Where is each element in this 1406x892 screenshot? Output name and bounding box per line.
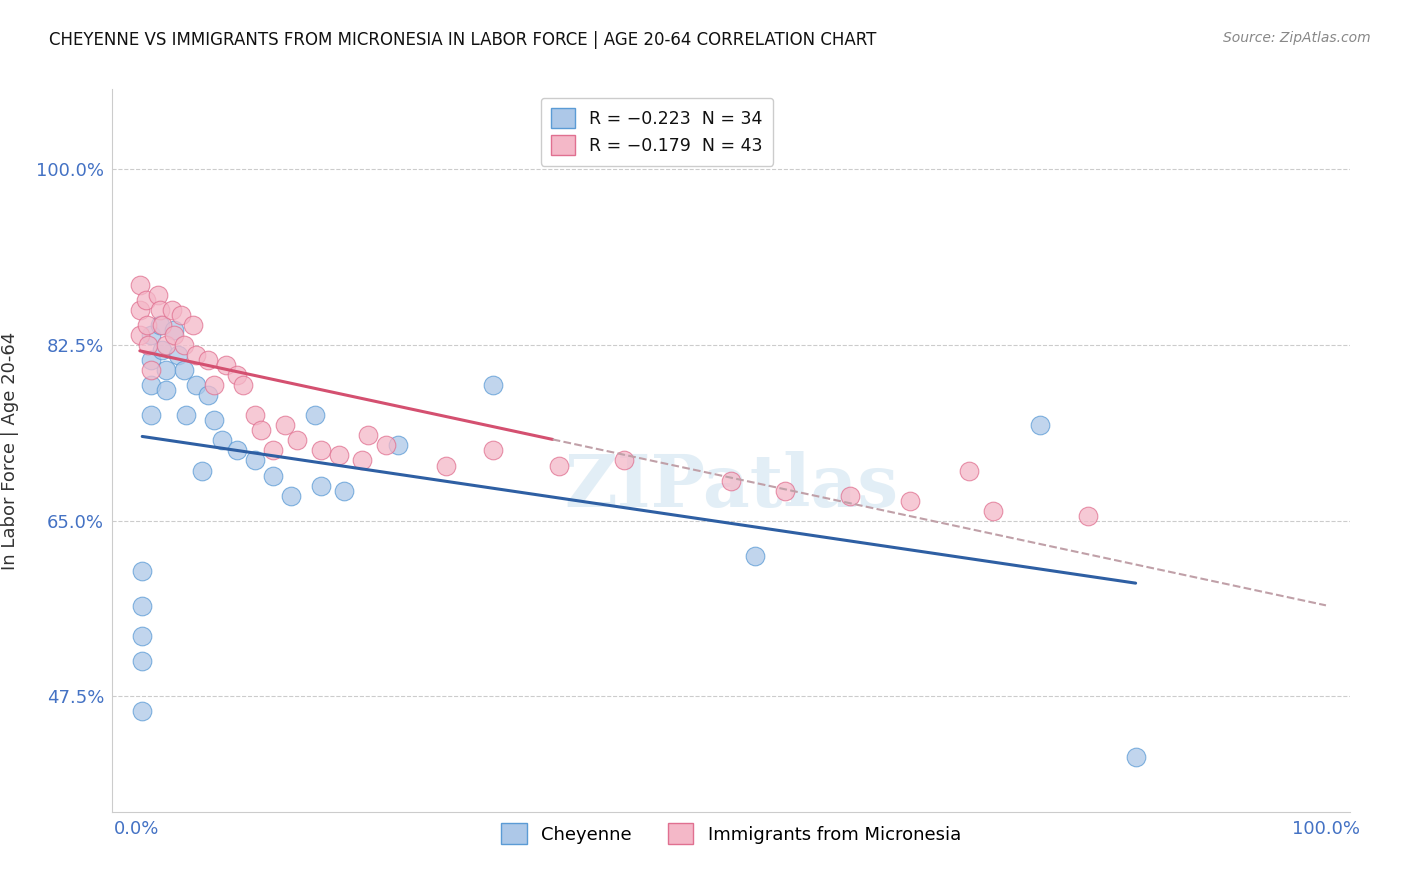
- Point: [131, 564, 153, 578]
- Point: [131, 654, 153, 668]
- Point: [262, 468, 284, 483]
- Point: [128, 277, 150, 292]
- Point: [232, 378, 254, 392]
- Y-axis label: In Labor Force | Age 20-64: In Labor Force | Age 20-64: [1, 331, 20, 570]
- Point: [139, 328, 162, 343]
- Point: [173, 338, 195, 352]
- Point: [328, 449, 350, 463]
- Point: [773, 483, 796, 498]
- Text: CHEYENNE VS IMMIGRANTS FROM MICRONESIA IN LABOR FORCE | AGE 20-64 CORRELATION CH: CHEYENNE VS IMMIGRANTS FROM MICRONESIA I…: [49, 31, 876, 49]
- Legend: Cheyenne, Immigrants from Micronesia: Cheyenne, Immigrants from Micronesia: [492, 814, 970, 854]
- Point: [226, 368, 249, 383]
- Point: [250, 424, 273, 438]
- Point: [139, 378, 162, 392]
- Point: [197, 353, 219, 368]
- Point: [274, 418, 297, 433]
- Point: [1077, 508, 1099, 523]
- Point: [139, 353, 162, 368]
- Point: [214, 358, 236, 372]
- Point: [135, 293, 157, 307]
- Point: [285, 434, 308, 448]
- Point: [613, 453, 636, 467]
- Point: [149, 303, 172, 318]
- Point: [304, 409, 326, 423]
- Point: [482, 443, 505, 458]
- Text: Source: ZipAtlas.com: Source: ZipAtlas.com: [1223, 31, 1371, 45]
- Point: [211, 434, 233, 448]
- Point: [720, 474, 742, 488]
- Point: [155, 384, 177, 398]
- Point: [357, 428, 380, 442]
- Point: [128, 328, 150, 343]
- Point: [981, 503, 1004, 517]
- Point: [155, 363, 177, 377]
- Point: [174, 409, 197, 423]
- Point: [155, 338, 177, 352]
- Point: [136, 318, 159, 332]
- Point: [309, 443, 332, 458]
- Point: [197, 388, 219, 402]
- Point: [146, 288, 169, 302]
- Point: [152, 318, 174, 332]
- Text: ZIPatlas: ZIPatlas: [564, 451, 898, 522]
- Point: [202, 378, 225, 392]
- Point: [375, 438, 398, 452]
- Point: [387, 438, 409, 452]
- Point: [190, 464, 212, 478]
- Point: [139, 363, 162, 377]
- Point: [128, 303, 150, 318]
- Point: [163, 328, 186, 343]
- Point: [173, 363, 195, 377]
- Point: [226, 443, 249, 458]
- Point: [136, 338, 159, 352]
- Point: [898, 493, 921, 508]
- Point: [547, 458, 569, 473]
- Point: [744, 549, 766, 563]
- Point: [202, 413, 225, 427]
- Point: [163, 323, 186, 337]
- Point: [245, 453, 267, 467]
- Point: [434, 458, 457, 473]
- Point: [160, 303, 183, 318]
- Point: [139, 409, 162, 423]
- Point: [957, 464, 980, 478]
- Point: [1029, 418, 1052, 433]
- Point: [245, 409, 267, 423]
- Point: [183, 318, 205, 332]
- Point: [280, 489, 302, 503]
- Point: [184, 348, 207, 362]
- Point: [167, 348, 190, 362]
- Point: [184, 378, 207, 392]
- Point: [1125, 749, 1147, 764]
- Point: [131, 629, 153, 643]
- Point: [152, 343, 174, 358]
- Point: [352, 453, 374, 467]
- Point: [149, 318, 172, 332]
- Point: [482, 378, 505, 392]
- Point: [262, 443, 284, 458]
- Point: [333, 483, 356, 498]
- Point: [839, 489, 862, 503]
- Point: [131, 705, 153, 719]
- Point: [309, 478, 332, 492]
- Point: [170, 308, 193, 322]
- Point: [131, 599, 153, 613]
